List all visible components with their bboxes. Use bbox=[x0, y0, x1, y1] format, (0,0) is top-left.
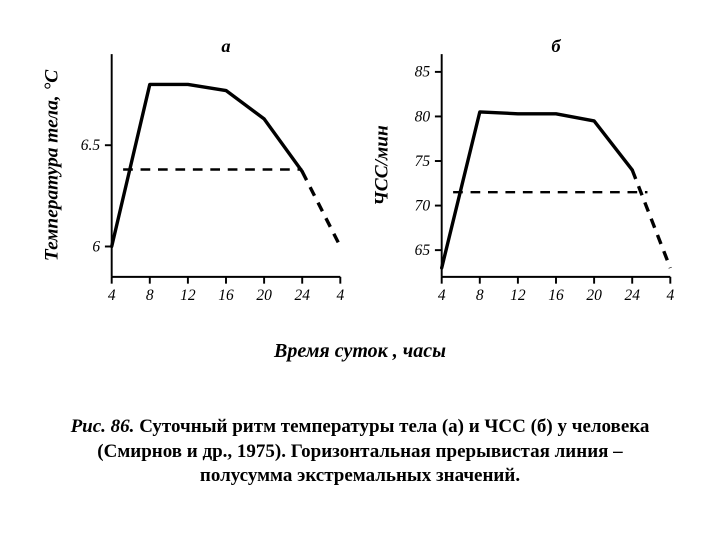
figure-caption: Рис. 86. Суточный ритм температуры тела … bbox=[60, 415, 660, 489]
data-line-dash bbox=[302, 172, 340, 247]
x-tick-label: 8 bbox=[146, 287, 154, 304]
panel-label: б bbox=[551, 36, 561, 56]
y-tick-label: 70 bbox=[415, 197, 431, 214]
x-tick-label: 4 bbox=[108, 287, 116, 304]
x-tick-label: 20 bbox=[256, 287, 272, 304]
data-line-solid bbox=[112, 84, 303, 246]
data-line-solid bbox=[442, 112, 633, 268]
x-tick-label: 8 bbox=[476, 287, 484, 304]
x-tick-label: 4 bbox=[438, 287, 446, 304]
caption-lead: Рис. 86. bbox=[71, 416, 135, 437]
charts-row: 4 8 12 16 20 24 4 6 6.5 а Температура тела, °С 4 8 1… bbox=[40, 30, 680, 330]
x-tick-label: 24 bbox=[624, 287, 640, 304]
chart-a: 4 8 12 16 20 24 4 6 6.5 а Температура тела, °С bbox=[40, 30, 350, 330]
panel-label: а bbox=[221, 36, 230, 56]
y-tick-label: 85 bbox=[415, 64, 431, 81]
x-tick-label: 4 bbox=[666, 287, 674, 304]
x-tick-label: 12 bbox=[510, 287, 526, 304]
y-axis-label: Температура тела, °С bbox=[41, 69, 62, 261]
y-axis-label: ЧСС/мин bbox=[371, 125, 392, 206]
y-tick-label: 75 bbox=[415, 153, 431, 170]
x-tick-label: 16 bbox=[548, 287, 564, 304]
data-line-dash bbox=[632, 170, 670, 268]
chart-a-cell: 4 8 12 16 20 24 4 6 6.5 а Температура тела, °С bbox=[40, 30, 350, 330]
y-tick-label: 6.5 bbox=[81, 137, 101, 154]
chart-b-cell: 4 8 12 16 20 24 4 65 70 75 80 85 б ЧСС/мин bbox=[370, 30, 680, 330]
x-tick-label: 12 bbox=[180, 287, 196, 304]
figure-page: 4 8 12 16 20 24 4 6 6.5 а Температура тела, °С 4 8 1… bbox=[0, 0, 720, 540]
x-tick-label: 24 bbox=[294, 287, 310, 304]
x-tick-label: 16 bbox=[218, 287, 234, 304]
x-tick-label: 4 bbox=[336, 287, 344, 304]
y-tick-label: 65 bbox=[415, 242, 431, 259]
chart-b: 4 8 12 16 20 24 4 65 70 75 80 85 б ЧСС/мин bbox=[370, 30, 680, 330]
caption-rest: Суточный ритм температуры тела (а) и ЧСС… bbox=[97, 416, 649, 486]
y-tick-label: 80 bbox=[415, 108, 431, 125]
x-axis-label: Время суток , часы bbox=[0, 340, 720, 363]
y-tick-label: 6 bbox=[92, 238, 100, 255]
x-tick-label: 20 bbox=[586, 287, 602, 304]
